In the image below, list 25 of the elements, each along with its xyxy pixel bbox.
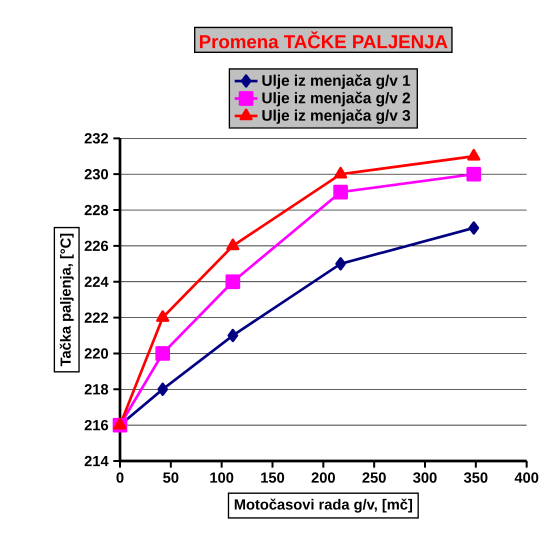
legend-label: Ulje iz menjača g/v 2 <box>262 92 410 106</box>
y-tick-label: 216 <box>84 420 108 430</box>
y-tick-label: 226 <box>84 240 108 252</box>
y-tick-label: 232 <box>84 133 108 144</box>
x-tick-label: 100 <box>210 472 234 483</box>
x-tick-label: 350 <box>464 472 488 483</box>
x-tick-label: 50 <box>163 472 178 483</box>
y-tick-label: 230 <box>84 168 108 180</box>
y-tick-label: 218 <box>84 384 108 394</box>
x-tick-label: 300 <box>413 472 437 483</box>
x-axis-title: Motočasovi rada g/v, [mč] <box>234 498 412 513</box>
y-tick-label: 228 <box>84 204 108 216</box>
x-tick-label: 200 <box>312 472 335 483</box>
x-tick-label: 400 <box>514 472 538 483</box>
legend-label: Ulje iz menjača g/v 3 <box>262 109 410 124</box>
y-tick-label: 220 <box>84 348 108 359</box>
x-tick-label: 150 <box>261 472 284 483</box>
legend-label: Ulje iz menjača g/v 1 <box>262 74 410 89</box>
x-tick-label: 0 <box>116 472 124 483</box>
y-tick-label: 222 <box>84 312 108 323</box>
chart-title: Promena TAČKE PALJENJA <box>200 31 448 48</box>
y-axis-title: Tačka paljenja, [°C] <box>60 234 74 366</box>
x-tick-label: 250 <box>362 472 386 483</box>
y-tick-label: 214 <box>84 456 109 466</box>
y-tick-label: 224 <box>84 276 109 287</box>
